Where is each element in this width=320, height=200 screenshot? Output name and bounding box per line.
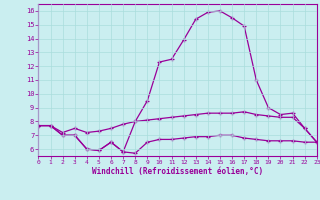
X-axis label: Windchill (Refroidissement éolien,°C): Windchill (Refroidissement éolien,°C) xyxy=(92,167,263,176)
